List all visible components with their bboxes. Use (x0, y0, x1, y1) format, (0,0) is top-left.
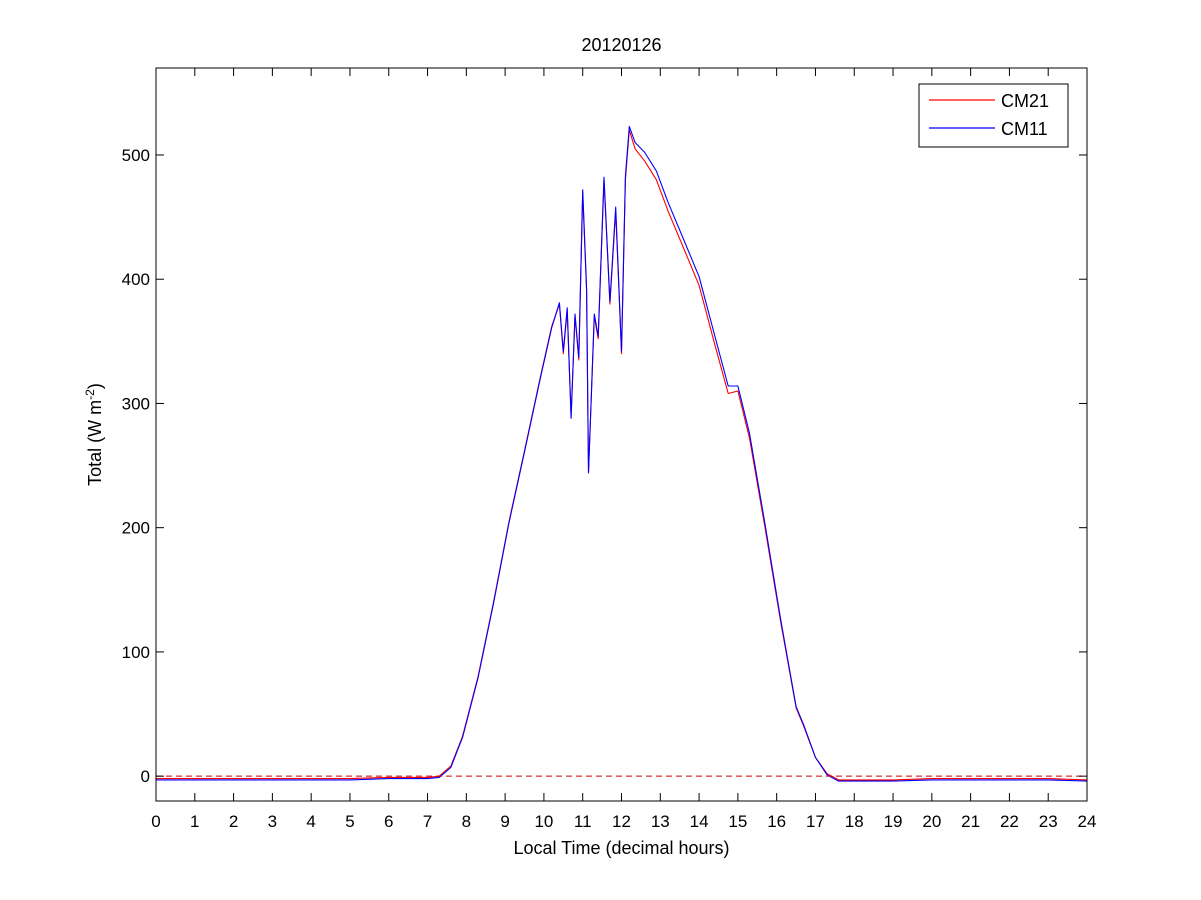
legend: CM21 CM11 (918, 83, 1069, 148)
x-tick-label: 13 (651, 812, 670, 831)
x-tick-labels: 0 1 2 3 4 5 6 7 8 9 10 11 12 13 14 15 16 17 18 19 20 21 22 23 24 (151, 812, 1096, 831)
y-axis-label-main: Total (W m (85, 400, 105, 486)
legend-label-cm11: CM11 (1001, 119, 1048, 139)
x-tick-label: 21 (961, 812, 980, 831)
x-tick-label: 10 (534, 812, 553, 831)
x-tick-label: 17 (806, 812, 825, 831)
axis-ticks (155, 68, 1088, 801)
y-axis-label-superscript: -2 (83, 389, 97, 400)
x-tick-label: 4 (306, 812, 315, 831)
y-tick-labels: 0 100 200 300 400 500 (122, 146, 150, 786)
y-tick-label: 300 (122, 394, 150, 413)
series-layer (156, 125, 1088, 782)
y-tick-label: 100 (122, 643, 150, 662)
x-tick-label: 2 (229, 812, 238, 831)
y-tick-label: 0 (141, 767, 150, 786)
x-tick-label: 3 (268, 812, 277, 831)
x-tick-label: 8 (462, 812, 471, 831)
x-tick-label: 23 (1039, 812, 1058, 831)
x-tick-label: 7 (423, 812, 432, 831)
x-tick-label: 24 (1078, 812, 1097, 831)
x-tick-label: 14 (690, 812, 709, 831)
x-tick-label: 5 (345, 812, 354, 831)
legend-box (918, 83, 1069, 148)
x-tick-label: 20 (922, 812, 941, 831)
x-tick-label: 19 (884, 812, 903, 831)
x-axis-label: Local Time (decimal hours) (513, 838, 729, 858)
x-tick-label: 0 (151, 812, 160, 831)
x-tick-label: 1 (190, 812, 199, 831)
y-axis-label: Total (W m-2) (83, 383, 105, 486)
legend-label-cm21: CM21 (1001, 91, 1049, 111)
x-tick-label: 18 (845, 812, 864, 831)
y-tick-label: 400 (122, 270, 150, 289)
series-line-cm11 (156, 125, 1088, 782)
x-tick-label: 11 (574, 812, 592, 831)
x-tick-label: 15 (728, 812, 747, 831)
y-tick-label: 500 (122, 146, 150, 165)
x-tick-label: 16 (767, 812, 786, 831)
x-tick-label: 12 (612, 812, 631, 831)
chart-title: 20120126 (581, 35, 661, 55)
x-tick-label: 9 (500, 812, 509, 831)
plot-area (156, 68, 1087, 801)
y-tick-label: 200 (122, 519, 150, 538)
x-tick-label: 22 (1000, 812, 1019, 831)
y-axis-label-close: ) (85, 383, 105, 389)
x-tick-label: 6 (384, 812, 393, 831)
